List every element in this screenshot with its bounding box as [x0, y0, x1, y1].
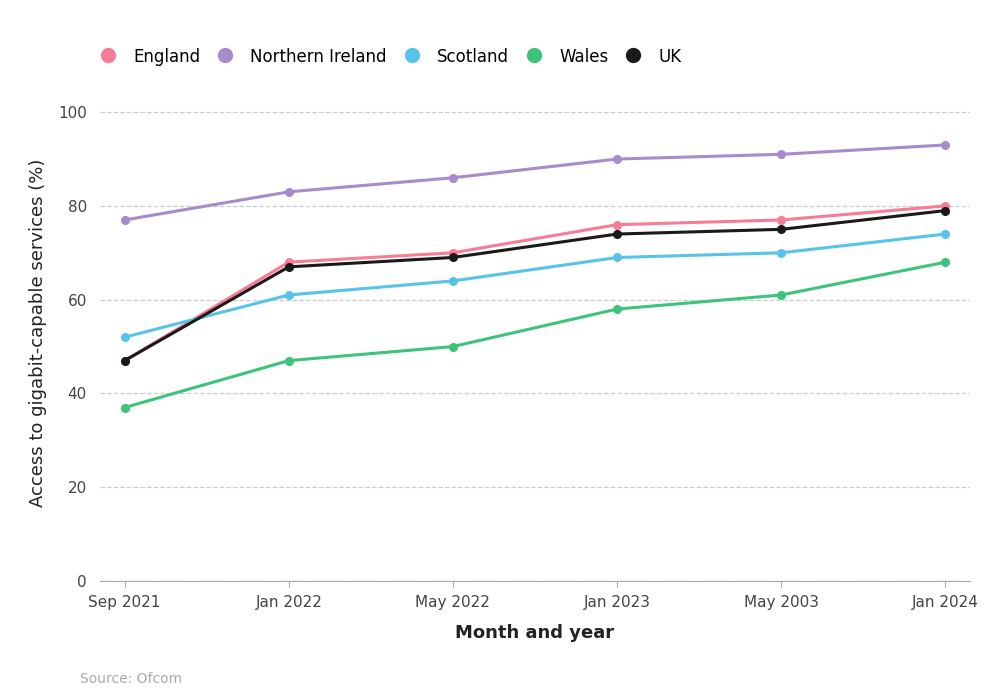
Scotland — [447, 276, 459, 285]
Northern Ireland — [775, 150, 787, 158]
England — [939, 202, 951, 210]
Scotland — [283, 290, 295, 299]
Northern Ireland — [447, 174, 459, 182]
UK — [447, 253, 459, 262]
England — [119, 356, 131, 365]
Northern Ireland — [611, 155, 623, 163]
UK — [611, 230, 623, 238]
Wales — [611, 305, 623, 314]
Legend: England, Northern Ireland, Scotland, Wales, UK: England, Northern Ireland, Scotland, Wal… — [108, 48, 681, 66]
UK — [119, 356, 131, 365]
Text: Source: Ofcom: Source: Ofcom — [80, 672, 182, 686]
Line: Wales: Wales — [121, 258, 949, 412]
UK — [283, 262, 295, 271]
England — [283, 258, 295, 267]
England — [611, 220, 623, 229]
X-axis label: Month and year: Month and year — [455, 624, 615, 642]
Wales — [119, 403, 131, 412]
Scotland — [611, 253, 623, 262]
UK — [775, 225, 787, 234]
Scotland — [775, 248, 787, 257]
Northern Ireland — [939, 141, 951, 149]
Wales — [283, 356, 295, 365]
England — [447, 248, 459, 257]
Y-axis label: Access to gigabit-capable services (%): Access to gigabit-capable services (%) — [29, 158, 47, 507]
Scotland — [119, 333, 131, 342]
Line: Northern Ireland: Northern Ireland — [121, 141, 949, 224]
Line: Scotland: Scotland — [121, 230, 949, 341]
England — [775, 216, 787, 224]
Wales — [775, 290, 787, 299]
Northern Ireland — [119, 216, 131, 224]
Wales — [939, 258, 951, 267]
UK — [939, 206, 951, 215]
Line: England: England — [121, 202, 949, 365]
Line: UK: UK — [121, 206, 949, 365]
Scotland — [939, 230, 951, 238]
Wales — [447, 342, 459, 351]
Northern Ireland — [283, 188, 295, 196]
